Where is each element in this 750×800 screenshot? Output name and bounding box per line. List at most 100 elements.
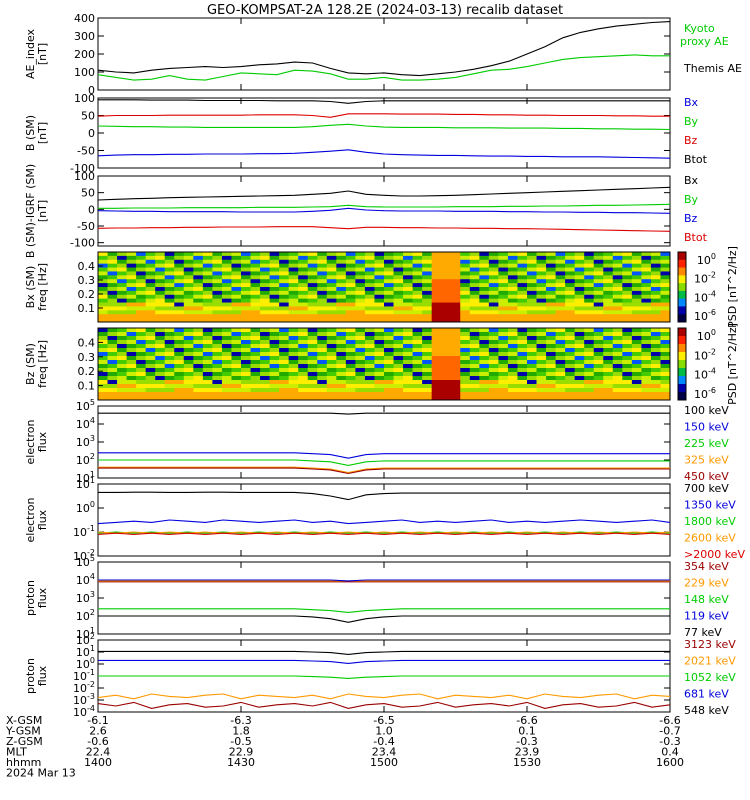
heatmap-cell: [469, 384, 480, 389]
heatmap-cell: [279, 306, 290, 311]
y-axis-label: [nT]: [36, 122, 49, 144]
legend-9-2: 2021 keV: [684, 655, 736, 668]
heatmap-cell: [336, 332, 347, 337]
x-col-value: 1.8: [232, 725, 250, 738]
heatmap-cell: [174, 298, 185, 304]
heatmap-cell: [269, 314, 280, 319]
heatmap-cell: [288, 310, 299, 315]
heatmap-cell: [231, 368, 242, 373]
heatmap-cell: [403, 388, 414, 393]
heatmap-cell: [288, 318, 299, 323]
heatmap-cell: [622, 294, 633, 300]
heatmap-cell: [364, 340, 375, 345]
heatmap-cell: [650, 287, 661, 292]
heatmap-cell: [298, 356, 309, 361]
heatmap-cell: [231, 344, 242, 349]
heatmap-cell: [355, 287, 366, 292]
heatmap-cell: [422, 267, 433, 272]
heatmap-cell: [650, 275, 661, 280]
heatmap-cell: [384, 294, 395, 300]
legend-6-5: 450 keV: [684, 470, 729, 483]
heatmap-cell: [241, 252, 252, 257]
heatmap-cell: [145, 372, 156, 377]
heatmap-cell: [107, 271, 118, 276]
heatmap-cell: [565, 356, 576, 361]
heatmap-cell: [393, 328, 404, 333]
heatmap-cell: [641, 318, 652, 323]
series-9-4: [98, 659, 670, 664]
heatmap-cell: [260, 294, 271, 300]
heatmap-cell: [631, 340, 642, 345]
heatmap-cell: [403, 396, 414, 401]
heatmap-cell: [384, 287, 395, 292]
heatmap-cell: [641, 384, 652, 389]
heatmap-cell: [450, 318, 461, 323]
heatmap-cell: [212, 344, 223, 349]
heatmap-cell: [260, 267, 271, 272]
heatmap-cell: [450, 356, 461, 361]
heatmap-cell: [450, 302, 461, 307]
heatmap-cell: [355, 384, 366, 389]
heatmap-cell: [536, 314, 547, 319]
heatmap-cell: [145, 283, 156, 288]
heatmap-cell: [622, 306, 633, 311]
heatmap-cell: [631, 376, 642, 381]
heatmap-cell: [584, 336, 595, 341]
heatmap-cell: [155, 310, 166, 315]
heatmap-cell: [355, 302, 366, 307]
heatmap-cell: [660, 283, 671, 288]
heatmap-cell: [488, 332, 499, 337]
heatmap-cell: [622, 271, 633, 276]
heatmap-cell: [107, 302, 118, 307]
heatmap-cell: [231, 294, 242, 300]
heatmap-cell: [164, 302, 175, 307]
heatmap-cell: [403, 376, 414, 381]
heatmap-cell: [527, 287, 538, 292]
heatmap-cell: [212, 376, 223, 381]
heatmap-cell: [584, 356, 595, 361]
heatmap-cell: [250, 255, 261, 261]
heatmap-cell: [269, 271, 280, 276]
heatmap-cell: [565, 372, 576, 377]
heatmap-cell: [183, 388, 194, 393]
heatmap-cell: [155, 294, 166, 300]
heatmap-cell: [174, 271, 185, 276]
heatmap-cell: [479, 360, 490, 365]
heatmap-cell: [336, 252, 347, 257]
heatmap-cell: [631, 302, 642, 307]
heatmap-cell: [603, 328, 614, 333]
heatmap-cell: [136, 287, 147, 292]
heatmap-cell: [574, 372, 585, 377]
heatmap-cell: [364, 318, 375, 323]
heatmap-cell: [498, 368, 509, 373]
heatmap-cell: [155, 396, 166, 401]
heatmap-cell: [603, 396, 614, 401]
heatmap-cell: [650, 328, 661, 333]
y-tick-label: 104: [76, 572, 95, 587]
heatmap-cell: [269, 364, 280, 369]
heatmap-cell: [193, 376, 204, 381]
heatmap-cell: [250, 298, 261, 304]
heatmap-cell: [231, 384, 242, 389]
heatmap-cell: [565, 298, 576, 304]
heatmap-cell: [498, 372, 509, 377]
heatmap-cell: [336, 275, 347, 280]
y-tick-label: 0.3: [78, 351, 96, 364]
heatmap-cell: [450, 364, 461, 369]
heatmap-cell: [527, 384, 538, 389]
heatmap-cell: [384, 392, 395, 397]
heatmap-cell: [202, 279, 213, 284]
heatmap-cell: [212, 364, 223, 369]
heatmap-cell: [441, 298, 452, 304]
x-col-value: 1530: [513, 756, 541, 769]
heatmap-cell: [374, 392, 385, 397]
heatmap-cell: [288, 396, 299, 401]
heatmap-cell: [612, 267, 623, 272]
heatmap-cell: [260, 302, 271, 307]
heatmap-cell: [145, 279, 156, 284]
heatmap-cell: [498, 332, 509, 337]
heatmap-cell: [279, 259, 290, 265]
heatmap-cell: [164, 283, 175, 288]
heatmap-cell: [355, 344, 366, 349]
heatmap-cell: [650, 392, 661, 397]
